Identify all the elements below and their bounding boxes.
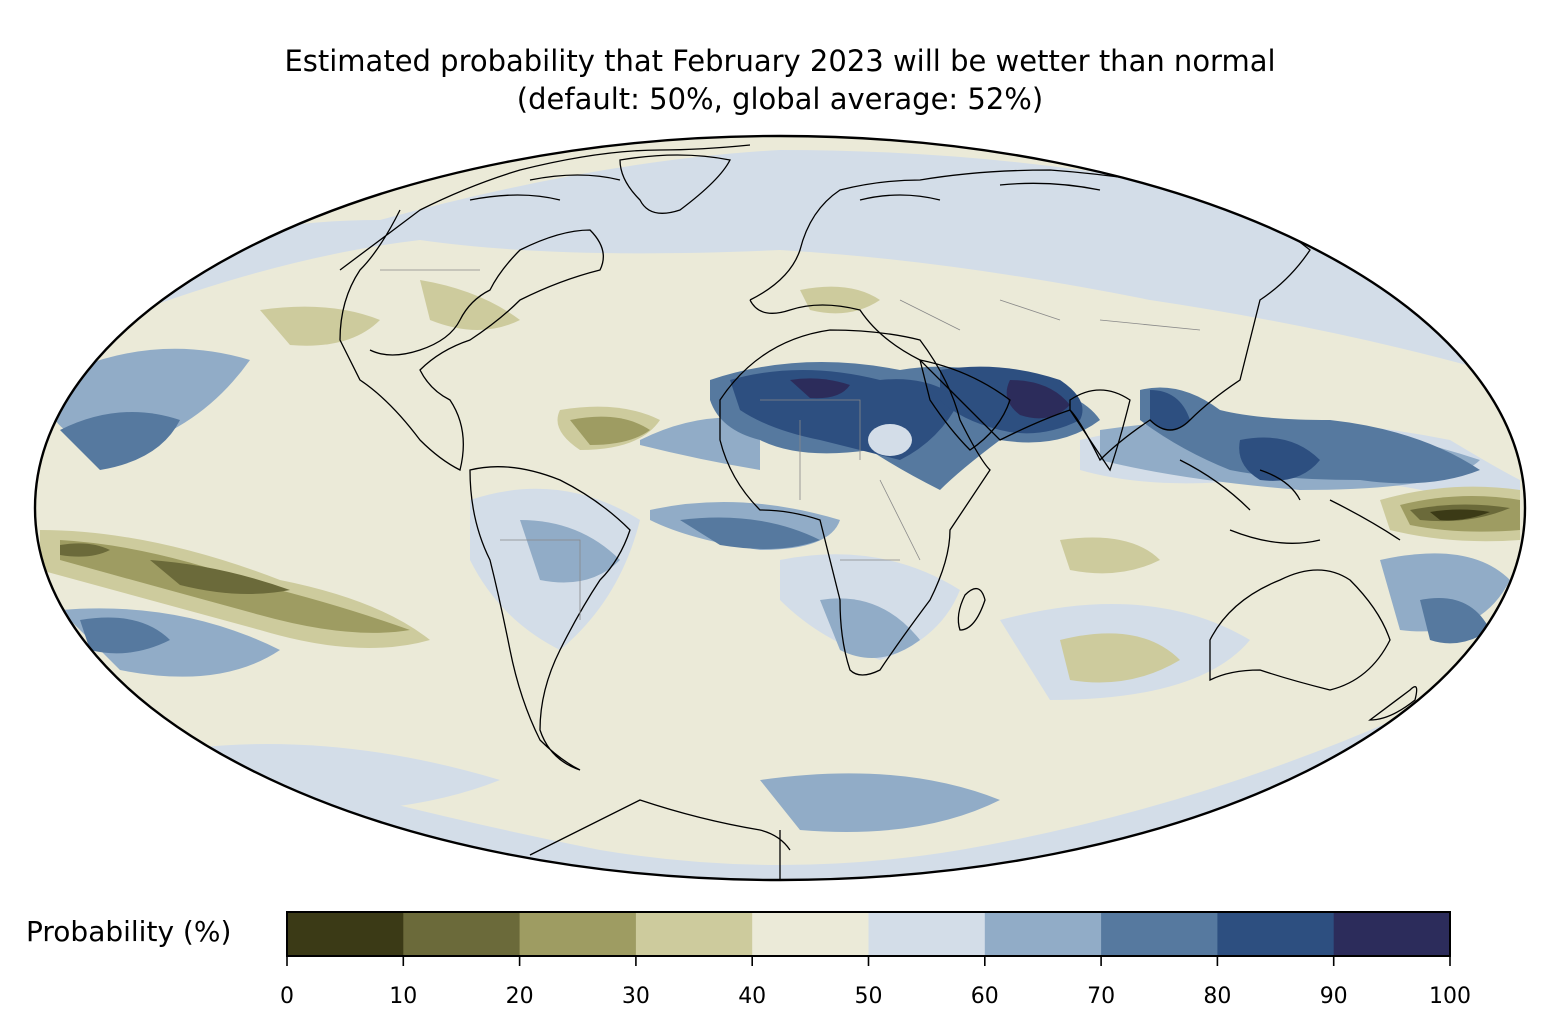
colorbar-tick-label: 90 — [1319, 984, 1348, 1009]
colorbar-tick-label: 10 — [389, 984, 418, 1009]
colorbar-tick-label: 100 — [1429, 984, 1471, 1009]
colorbar-bin-0-10 — [287, 912, 404, 956]
colorbar-bin-10-20 — [403, 912, 521, 956]
coastlines — [339, 144, 1418, 880]
colorbar-bin-70-80 — [1101, 912, 1218, 956]
map-frame — [33, 134, 1527, 882]
colorbar-bin-60-70 — [984, 912, 1102, 956]
map-subtitle: (default: 50%, global average: 52%) — [516, 82, 1044, 116]
country-borders — [380, 269, 1201, 620]
colorbar-bins — [287, 912, 1451, 956]
colorbar-tick-label: 50 — [854, 984, 883, 1009]
colorbar-tick-label: 30 — [621, 984, 650, 1009]
mollweide-map — [33, 134, 1527, 882]
colorbar-tick-label: 40 — [738, 984, 767, 1009]
colorbar-tick-label: 70 — [1087, 984, 1116, 1009]
colorbar-bin-90-100 — [1333, 912, 1451, 956]
colorbar-tick-label: 20 — [505, 984, 534, 1009]
colorbar-tick-label: 80 — [1203, 984, 1232, 1009]
colorbar-bin-40-50 — [752, 912, 869, 956]
colorbar-tick-label: 60 — [970, 984, 999, 1009]
colorbar-tick-label: 0 — [280, 984, 294, 1009]
colorbar-label: Probability (%) — [26, 915, 232, 948]
map-title: Estimated probability that February 2023… — [284, 44, 1276, 78]
colorbar-bin-30-40 — [635, 912, 753, 956]
colorbar-bin-50-60 — [868, 912, 986, 956]
colorbar-ticks — [286, 956, 1451, 966]
colorbar-bin-80-90 — [1217, 912, 1335, 956]
colorbar-bin-20-30 — [519, 912, 637, 956]
